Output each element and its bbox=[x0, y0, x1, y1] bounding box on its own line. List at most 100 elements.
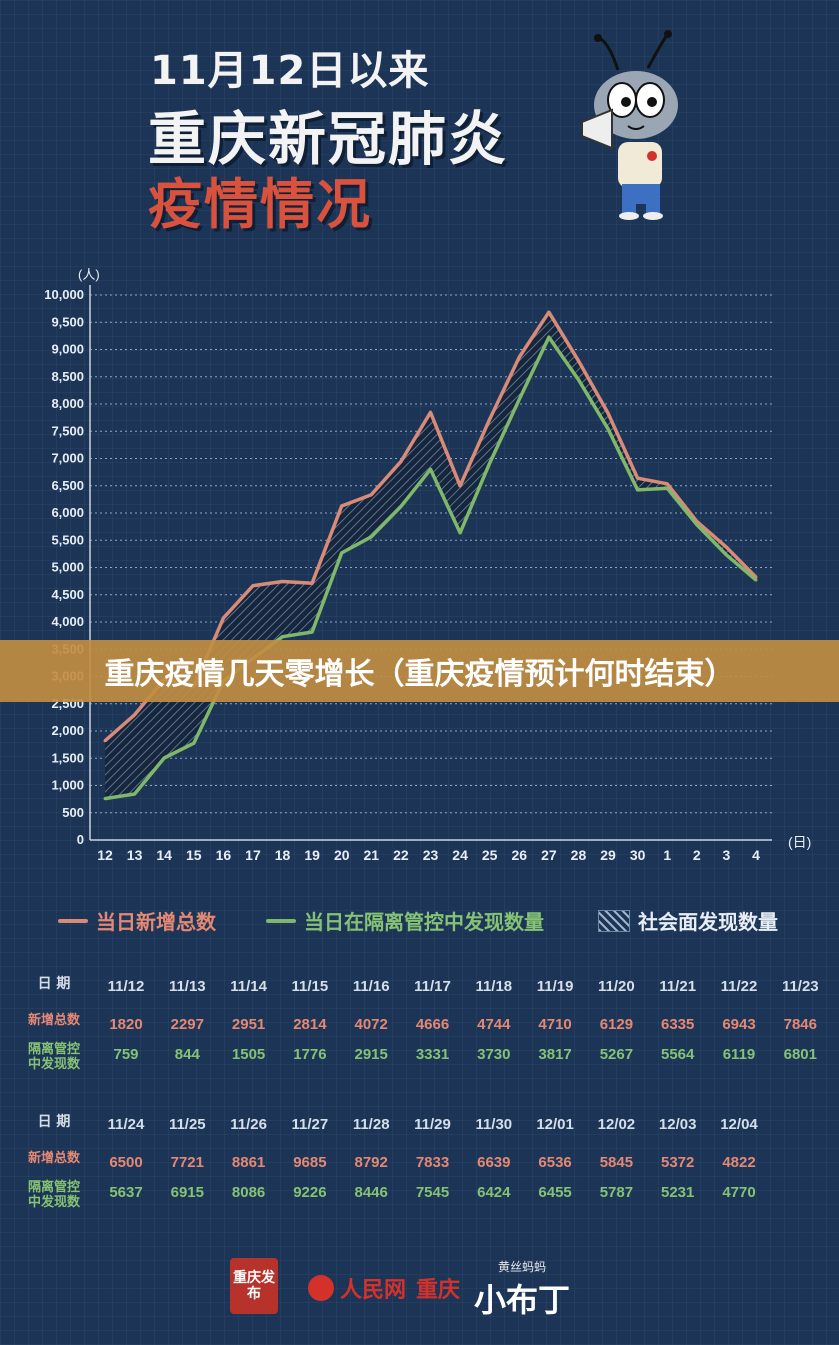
table-cell-isolated: 9226 bbox=[293, 1184, 327, 1201]
x-tick-label: 18 bbox=[275, 847, 291, 863]
y-tick-label: 8,000 bbox=[51, 396, 84, 411]
x-tick-label: 25 bbox=[482, 847, 498, 863]
x-tick-label: 26 bbox=[511, 847, 527, 863]
table-cell-date: 11/29 bbox=[414, 1116, 451, 1133]
x-tick-label: 3 bbox=[723, 847, 731, 863]
table-cell-date: 11/22 bbox=[720, 978, 758, 995]
total-point bbox=[547, 310, 551, 314]
isolated-point bbox=[458, 531, 462, 535]
title-banner: 重庆疫情几天零增长（重庆疫情预计何时结束） bbox=[0, 640, 839, 702]
table-cell-isolated: 5231 bbox=[661, 1184, 695, 1201]
y-tick-label: 500 bbox=[62, 805, 84, 820]
table-cell-date: 11/26 bbox=[230, 1116, 267, 1133]
table-cell-isolated: 8446 bbox=[354, 1184, 388, 1201]
table-cell-isolated: 4770 bbox=[722, 1184, 756, 1201]
x-tick-label: 15 bbox=[186, 847, 202, 863]
legend-isolated: 当日在隔离管控中发现数量 bbox=[266, 906, 544, 935]
table-cell-date: 11/17 bbox=[414, 978, 451, 995]
table-cell-isolated: 6915 bbox=[170, 1184, 204, 1201]
table-cell-new: 4666 bbox=[415, 1016, 450, 1033]
table-cell-isolated: 8086 bbox=[231, 1184, 266, 1201]
xiaobuding-logo: 黄丝蚂蚂 小布丁 bbox=[474, 1258, 614, 1319]
table-cell-new: 6943 bbox=[722, 1016, 756, 1033]
table-cell-isolated: 6119 bbox=[722, 1046, 756, 1063]
table-cell-date: 11/25 bbox=[168, 1116, 206, 1133]
x-tick-label: 2 bbox=[693, 847, 701, 863]
table-cell-new: 9685 bbox=[293, 1154, 327, 1171]
isolated-point bbox=[517, 397, 521, 401]
table-cell-new: 4822 bbox=[722, 1154, 756, 1171]
y-tick-label: 6,000 bbox=[51, 505, 84, 520]
x-tick-label: 24 bbox=[452, 847, 468, 863]
people-daily-text: 人民网 bbox=[340, 1277, 407, 1303]
y-tick-label: 0 bbox=[77, 832, 84, 847]
row-label-iso-2: 中发现数 bbox=[27, 1195, 80, 1210]
total-point bbox=[133, 713, 137, 717]
legend-community-swatch bbox=[598, 909, 630, 932]
table-cell-new: 5845 bbox=[599, 1154, 634, 1171]
isolated-point bbox=[724, 553, 728, 557]
total-point bbox=[369, 493, 373, 497]
x-tick-label: 14 bbox=[156, 847, 172, 863]
table-row-new: 新增总数 6500 7721 8861 9685 8792 7833 6639 6536 584… bbox=[0, 1150, 839, 1180]
isolated-point bbox=[576, 378, 580, 382]
table-cell-new: 2814 bbox=[293, 1016, 327, 1033]
x-tick-label: 1 bbox=[663, 847, 671, 863]
table-cell-new: 8861 bbox=[231, 1154, 266, 1171]
y-tick-label: 9,000 bbox=[51, 342, 84, 357]
isolated-point bbox=[606, 427, 610, 431]
table-cell-new: 7846 bbox=[783, 1016, 817, 1033]
table-cell-date: 11/24 bbox=[107, 1116, 145, 1133]
table-cell-new: 6536 bbox=[538, 1154, 572, 1171]
xiaobuding-top-text: 黄丝蚂蚂 bbox=[498, 1260, 547, 1274]
people-daily-logo: 人民网 重庆 bbox=[308, 1272, 460, 1304]
table-cell-isolated: 6801 bbox=[783, 1046, 817, 1063]
isolated-point bbox=[369, 535, 373, 539]
seal-text: 重庆发布 bbox=[233, 1270, 275, 1302]
total-point bbox=[251, 584, 255, 588]
table-cell-isolated: 3730 bbox=[477, 1046, 511, 1063]
table-cell-date: 12/01 bbox=[536, 1116, 574, 1133]
ant-mascot-icon bbox=[581, 30, 678, 220]
y-tick-label: 4,000 bbox=[51, 614, 84, 629]
total-point bbox=[724, 545, 728, 549]
table-row-isolated: 隔离管控 中发现数 5637 6915 8086 9226 8446 7545 6424 64… bbox=[0, 1180, 839, 1210]
table-cell-isolated: 3331 bbox=[415, 1046, 450, 1063]
total-point bbox=[576, 359, 580, 363]
x-tick-label: 4 bbox=[752, 847, 760, 863]
table-cell-isolated: 5267 bbox=[599, 1046, 634, 1063]
total-point bbox=[488, 417, 492, 421]
isolated-point bbox=[399, 505, 403, 509]
total-point bbox=[221, 616, 225, 620]
row-label-new: 新增总数 bbox=[27, 1151, 80, 1166]
legend-total-swatch bbox=[58, 918, 88, 923]
isolated-point bbox=[488, 461, 492, 465]
x-tick-label: 16 bbox=[216, 847, 232, 863]
x-tick-label: 19 bbox=[304, 847, 320, 863]
header-subtitle: 疫情情况 bbox=[148, 173, 372, 236]
row-label-iso-1: 隔离管控 bbox=[27, 1180, 80, 1195]
x-tick-label: 13 bbox=[127, 847, 143, 863]
legend-total-label: 当日新增总数 bbox=[96, 910, 216, 934]
legend-community: 社会面发现数量 bbox=[598, 906, 778, 935]
chart-legend: 当日新增总数 当日在隔离管控中发现数量 社会面发现数量 bbox=[0, 906, 839, 940]
table-cell-date: 11/18 bbox=[475, 978, 513, 995]
line-chart: 05001,0001,5002,0002,5003,0003,5004,0004… bbox=[44, 267, 811, 863]
community-area bbox=[105, 312, 756, 799]
table-cell-isolated: 2915 bbox=[354, 1046, 388, 1063]
table-cell-new: 6129 bbox=[599, 1016, 634, 1033]
row-label-date: 日 期 bbox=[37, 976, 71, 992]
x-tick-label: 22 bbox=[393, 847, 409, 863]
x-tick-label: 30 bbox=[630, 847, 646, 863]
table-cell-date: 12/02 bbox=[597, 1116, 636, 1133]
total-point bbox=[606, 411, 610, 415]
isolated-point bbox=[103, 797, 107, 801]
x-tick-label: 17 bbox=[245, 847, 261, 863]
table-cell-new: 7833 bbox=[415, 1154, 450, 1171]
isolated-point bbox=[754, 578, 758, 582]
y-tick-label: 1,500 bbox=[51, 750, 84, 765]
row-label-new: 新增总数 bbox=[27, 1013, 80, 1028]
y-tick-label: 7,500 bbox=[51, 423, 84, 438]
table-cell-new: 4710 bbox=[538, 1016, 572, 1033]
table-row-dates: 日 期 11/12 11/13 11/14 11/15 11/16 11/17 11/18 1… bbox=[0, 976, 839, 1006]
